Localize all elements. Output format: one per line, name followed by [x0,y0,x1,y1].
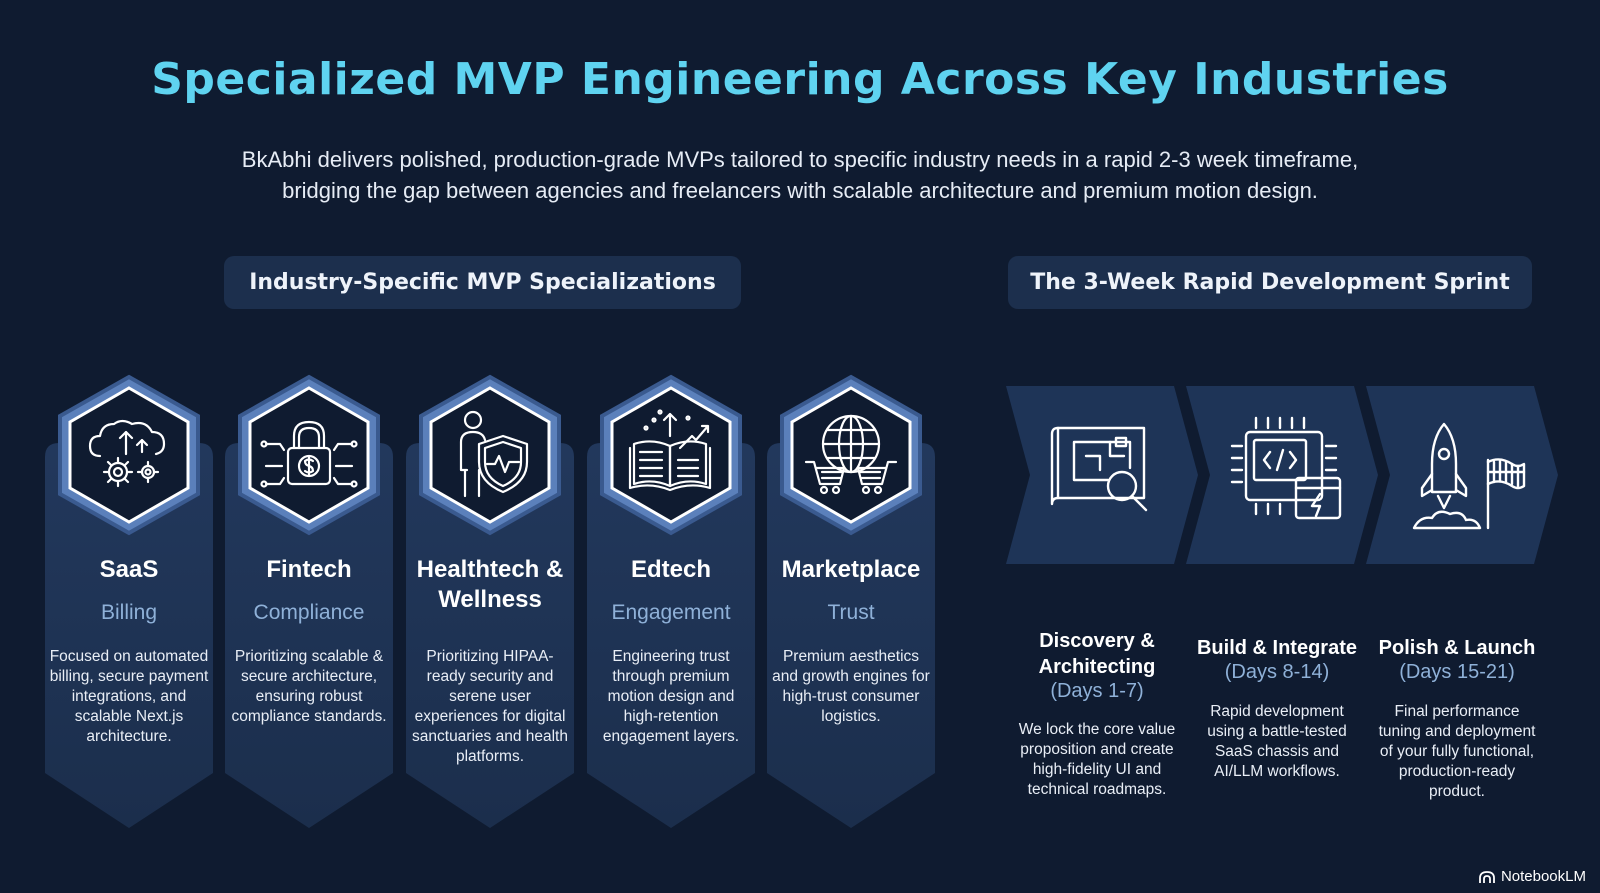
sprint-step-2-description: Rapid development using a battle-tested … [1207,703,1347,780]
card-background [406,443,574,828]
card-background [767,443,935,828]
sprint-step-1-title: Discovery & Architecting [1038,630,1156,678]
card-title: Edtech [630,556,711,583]
card-description: Prioritizing HIPAA-ready security and se… [412,648,568,765]
sprint-step-1-days: (Days 1-7) [1050,680,1144,702]
sprint-step-1-description: We lock the core value proposition and c… [1018,721,1176,798]
card-subtitle: Trust [827,601,875,624]
cloud-gears-icon [58,374,200,536]
brand-label: NotebookLM [1500,868,1586,885]
rocket-flag-icon [1412,422,1526,530]
card-title: Healthtech & Wellness [416,556,564,613]
page-title: Specialized MVP Engineering Across Key I… [151,54,1449,105]
card-subtitle: Billing [100,601,158,624]
open-book-growth-icon [600,374,742,536]
industries-section-label: Industry-Specific MVP Specializations [224,256,741,309]
card-background [587,443,755,828]
card-description: Prioritizing scalable & secure architect… [231,648,387,725]
industry-card-fintech: Fintech Compliance Prioritizing scalable… [225,443,393,828]
industry-card-edtech: Edtech Engagement Engineering trust thro… [587,443,755,828]
card-description: Focused on automated billing, secure pay… [49,648,209,745]
blueprint-magnifier-icon [1050,426,1148,512]
sprint-chevron-1 [1006,386,1198,564]
card-subtitle: Compliance [253,601,365,624]
chip-code-icon [1230,416,1342,520]
sprint-step-2-days: (Days 8-14) [1224,661,1330,683]
subtitle-line-2: bridging the gap between agencies and fr… [282,178,1318,203]
industry-card-saas: SaaS Billing Focused on automated billin… [45,443,213,828]
card-background [45,443,213,828]
padlock-dollar-icon [238,374,380,536]
sprint-chevron-3 [1366,386,1558,564]
sprint-step-3-days: (Days 15-21) [1399,661,1515,683]
card-title: Fintech [266,556,352,583]
sprint-section-label: The 3-Week Rapid Development Sprint [1008,256,1532,309]
industry-card-healthtech: Healthtech & Wellness Prioritizing HIPAA… [406,443,574,828]
card-description: Engineering trust through premium motion… [602,648,740,745]
page-subtitle: BkAbhi delivers polished, production-gra… [0,144,1600,206]
sprint-step-3-title: Polish & Launch [1378,637,1536,659]
subtitle-line-1: BkAbhi delivers polished, production-gra… [241,147,1359,172]
notebooklm-logo-icon [1479,870,1495,883]
card-background [225,443,393,828]
notebooklm-brand: NotebookLM [1479,868,1586,885]
card-description: Premium aesthetics and growth engines fo… [772,648,930,725]
sprint-step-2-title: Build & Integrate [1196,637,1357,659]
sprint-chevron-2 [1186,386,1378,564]
globe-carts-icon [780,374,922,536]
sprint-step-3-description: Final performance tuning and deployment … [1378,703,1536,800]
card-title: Marketplace [781,556,921,583]
industry-card-marketplace: Marketplace Trust Premium aesthetics and… [767,443,935,828]
person-shield-icon [419,374,561,536]
card-title: SaaS [99,556,159,583]
card-subtitle: Engagement [611,601,731,624]
